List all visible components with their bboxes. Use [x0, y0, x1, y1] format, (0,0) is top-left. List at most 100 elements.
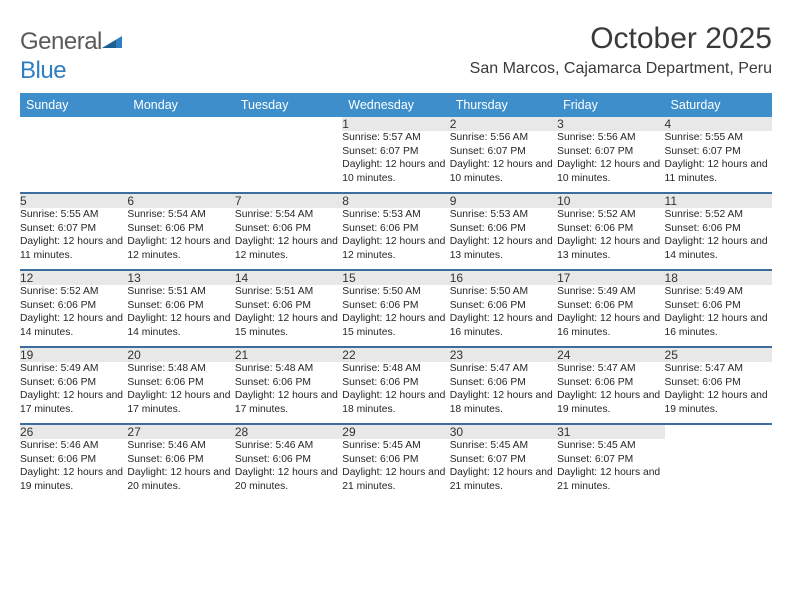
detail-row: Sunrise: 5:55 AMSunset: 6:07 PMDaylight:… — [20, 208, 772, 270]
weekday-header: Sunday — [20, 93, 127, 117]
day-detail-cell: Sunrise: 5:52 AMSunset: 6:06 PMDaylight:… — [557, 208, 664, 270]
day-detail-cell: Sunrise: 5:45 AMSunset: 6:07 PMDaylight:… — [557, 439, 664, 501]
day-number-cell: 29 — [342, 424, 449, 439]
day-detail-cell: Sunrise: 5:47 AMSunset: 6:06 PMDaylight:… — [557, 362, 664, 424]
day-number-cell: 19 — [20, 347, 127, 362]
page-title: October 2025 — [470, 22, 772, 56]
day-number-cell: 12 — [20, 270, 127, 285]
day-detail-cell: Sunrise: 5:50 AMSunset: 6:06 PMDaylight:… — [450, 285, 557, 347]
day-number-cell: 15 — [342, 270, 449, 285]
day-number-cell: 13 — [127, 270, 234, 285]
daynum-row: 19202122232425 — [20, 347, 772, 362]
day-detail-cell: Sunrise: 5:52 AMSunset: 6:06 PMDaylight:… — [665, 208, 772, 270]
day-number-cell: 1 — [342, 117, 449, 131]
title-block: October 2025 San Marcos, Cajamarca Depar… — [470, 22, 772, 78]
daynum-row: 567891011 — [20, 193, 772, 208]
day-detail-cell — [665, 439, 772, 501]
day-number-cell: 8 — [342, 193, 449, 208]
day-number-cell: 14 — [235, 270, 342, 285]
day-number-cell: 7 — [235, 193, 342, 208]
day-number-cell: 22 — [342, 347, 449, 362]
day-number-cell: 21 — [235, 347, 342, 362]
weekday-header: Wednesday — [342, 93, 449, 117]
weekday-header: Friday — [557, 93, 664, 117]
day-detail-cell — [235, 131, 342, 193]
weekday-header: Thursday — [450, 93, 557, 117]
day-number-cell: 31 — [557, 424, 664, 439]
header: GeneralBlue October 2025 San Marcos, Caj… — [20, 22, 772, 85]
day-number-cell: 9 — [450, 193, 557, 208]
day-detail-cell — [127, 131, 234, 193]
day-detail-cell: Sunrise: 5:55 AMSunset: 6:07 PMDaylight:… — [665, 131, 772, 193]
day-number-cell: 28 — [235, 424, 342, 439]
day-number-cell: 27 — [127, 424, 234, 439]
day-number-cell: 6 — [127, 193, 234, 208]
day-number-cell: 30 — [450, 424, 557, 439]
day-detail-cell: Sunrise: 5:57 AMSunset: 6:07 PMDaylight:… — [342, 131, 449, 193]
day-detail-cell: Sunrise: 5:48 AMSunset: 6:06 PMDaylight:… — [235, 362, 342, 424]
day-number-cell: 17 — [557, 270, 664, 285]
day-number-cell — [665, 424, 772, 439]
day-number-cell: 16 — [450, 270, 557, 285]
day-detail-cell: Sunrise: 5:50 AMSunset: 6:06 PMDaylight:… — [342, 285, 449, 347]
day-number-cell: 4 — [665, 117, 772, 131]
brand-logo: GeneralBlue — [20, 22, 124, 85]
day-detail-cell: Sunrise: 5:45 AMSunset: 6:06 PMDaylight:… — [342, 439, 449, 501]
day-detail-cell: Sunrise: 5:51 AMSunset: 6:06 PMDaylight:… — [235, 285, 342, 347]
day-detail-cell: Sunrise: 5:45 AMSunset: 6:07 PMDaylight:… — [450, 439, 557, 501]
day-detail-cell: Sunrise: 5:54 AMSunset: 6:06 PMDaylight:… — [235, 208, 342, 270]
day-detail-cell: Sunrise: 5:46 AMSunset: 6:06 PMDaylight:… — [235, 439, 342, 501]
day-number-cell: 10 — [557, 193, 664, 208]
day-detail-cell: Sunrise: 5:49 AMSunset: 6:06 PMDaylight:… — [557, 285, 664, 347]
day-detail-cell: Sunrise: 5:46 AMSunset: 6:06 PMDaylight:… — [127, 439, 234, 501]
calendar-body: 1234 Sunrise: 5:57 AMSunset: 6:07 PMDayl… — [20, 117, 772, 501]
detail-row: Sunrise: 5:46 AMSunset: 6:06 PMDaylight:… — [20, 439, 772, 501]
day-number-cell: 5 — [20, 193, 127, 208]
day-detail-cell: Sunrise: 5:47 AMSunset: 6:06 PMDaylight:… — [450, 362, 557, 424]
day-detail-cell: Sunrise: 5:51 AMSunset: 6:06 PMDaylight:… — [127, 285, 234, 347]
day-detail-cell — [20, 131, 127, 193]
weekday-header: Monday — [127, 93, 234, 117]
brand-name: GeneralBlue — [20, 28, 124, 85]
day-number-cell: 25 — [665, 347, 772, 362]
day-detail-cell: Sunrise: 5:53 AMSunset: 6:06 PMDaylight:… — [450, 208, 557, 270]
day-detail-cell: Sunrise: 5:48 AMSunset: 6:06 PMDaylight:… — [342, 362, 449, 424]
location-subtitle: San Marcos, Cajamarca Department, Peru — [470, 60, 772, 78]
daynum-row: 12131415161718 — [20, 270, 772, 285]
day-number-cell — [235, 117, 342, 131]
detail-row: Sunrise: 5:57 AMSunset: 6:07 PMDaylight:… — [20, 131, 772, 193]
day-detail-cell: Sunrise: 5:49 AMSunset: 6:06 PMDaylight:… — [20, 362, 127, 424]
brand-name-b: Blue — [20, 57, 66, 84]
day-number-cell: 18 — [665, 270, 772, 285]
day-number-cell: 20 — [127, 347, 234, 362]
day-detail-cell: Sunrise: 5:55 AMSunset: 6:07 PMDaylight:… — [20, 208, 127, 270]
brand-name-a: General — [20, 28, 102, 55]
day-number-cell: 26 — [20, 424, 127, 439]
day-detail-cell: Sunrise: 5:48 AMSunset: 6:06 PMDaylight:… — [127, 362, 234, 424]
day-number-cell: 2 — [450, 117, 557, 131]
day-detail-cell: Sunrise: 5:54 AMSunset: 6:06 PMDaylight:… — [127, 208, 234, 270]
day-detail-cell: Sunrise: 5:56 AMSunset: 6:07 PMDaylight:… — [450, 131, 557, 193]
daynum-row: 262728293031 — [20, 424, 772, 439]
day-detail-cell: Sunrise: 5:52 AMSunset: 6:06 PMDaylight:… — [20, 285, 127, 347]
brand-mark-icon — [102, 29, 124, 57]
weekday-header: Tuesday — [235, 93, 342, 117]
weekday-header-row: Sunday Monday Tuesday Wednesday Thursday… — [20, 93, 772, 117]
day-detail-cell: Sunrise: 5:56 AMSunset: 6:07 PMDaylight:… — [557, 131, 664, 193]
day-number-cell: 11 — [665, 193, 772, 208]
day-number-cell: 23 — [450, 347, 557, 362]
day-detail-cell: Sunrise: 5:53 AMSunset: 6:06 PMDaylight:… — [342, 208, 449, 270]
weekday-header: Saturday — [665, 93, 772, 117]
detail-row: Sunrise: 5:52 AMSunset: 6:06 PMDaylight:… — [20, 285, 772, 347]
day-number-cell — [127, 117, 234, 131]
day-number-cell: 24 — [557, 347, 664, 362]
day-number-cell — [20, 117, 127, 131]
detail-row: Sunrise: 5:49 AMSunset: 6:06 PMDaylight:… — [20, 362, 772, 424]
page: GeneralBlue October 2025 San Marcos, Caj… — [0, 0, 792, 501]
calendar-table: Sunday Monday Tuesday Wednesday Thursday… — [20, 93, 772, 501]
day-number-cell: 3 — [557, 117, 664, 131]
day-detail-cell: Sunrise: 5:46 AMSunset: 6:06 PMDaylight:… — [20, 439, 127, 501]
day-detail-cell: Sunrise: 5:49 AMSunset: 6:06 PMDaylight:… — [665, 285, 772, 347]
daynum-row: 1234 — [20, 117, 772, 131]
day-detail-cell: Sunrise: 5:47 AMSunset: 6:06 PMDaylight:… — [665, 362, 772, 424]
